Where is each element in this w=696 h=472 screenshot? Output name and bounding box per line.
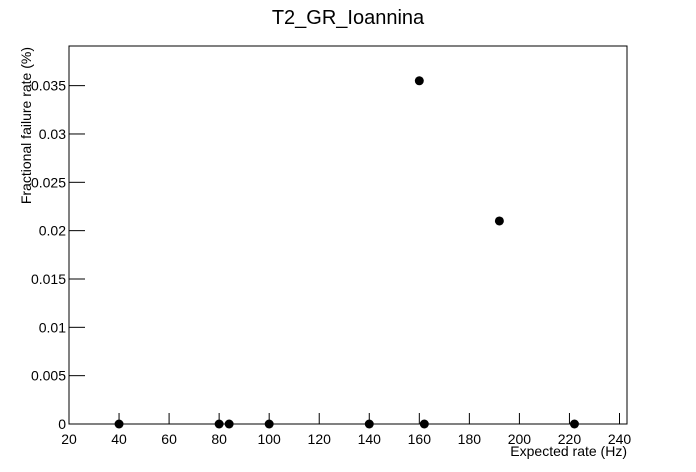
x-tick-label: 40 bbox=[111, 431, 127, 447]
x-tick-label: 240 bbox=[608, 431, 632, 447]
x-tick-label: 160 bbox=[408, 431, 432, 447]
point bbox=[569, 419, 579, 429]
point bbox=[114, 419, 124, 429]
chart-title: T2_GR_Ioannina bbox=[272, 7, 425, 29]
point bbox=[364, 419, 374, 429]
x-tick-label: 200 bbox=[508, 431, 532, 447]
y-tick-label: 0.015 bbox=[31, 271, 66, 287]
y-tick-label: 0.025 bbox=[31, 174, 66, 190]
y-tick-label: 0.005 bbox=[31, 368, 66, 384]
y-axis-label: Fractional failure rate (%) bbox=[18, 47, 34, 204]
plot-frame bbox=[68, 45, 628, 425]
x-tick-label: 60 bbox=[161, 431, 177, 447]
y-tick-label: 0.03 bbox=[39, 126, 66, 142]
point bbox=[419, 419, 429, 429]
x-axis-label: Expected rate (Hz) bbox=[510, 443, 627, 459]
y-tick-label: 0.035 bbox=[31, 78, 66, 94]
y-tick-label: 0.01 bbox=[39, 319, 66, 335]
x-tick-label: 220 bbox=[558, 431, 582, 447]
point bbox=[264, 419, 274, 429]
x-tick-label: 80 bbox=[211, 431, 227, 447]
y-tick-label: 0 bbox=[58, 416, 66, 432]
point bbox=[214, 419, 224, 429]
x-tick-label: 120 bbox=[308, 431, 332, 447]
y-tick-label: 0.02 bbox=[39, 223, 66, 239]
point bbox=[414, 76, 424, 86]
x-tick-label: 180 bbox=[458, 431, 482, 447]
point bbox=[224, 419, 234, 429]
x-tick-label: 100 bbox=[257, 431, 281, 447]
point bbox=[494, 216, 504, 226]
x-tick-label: 140 bbox=[358, 431, 382, 447]
x-tick-label: 20 bbox=[61, 431, 77, 447]
